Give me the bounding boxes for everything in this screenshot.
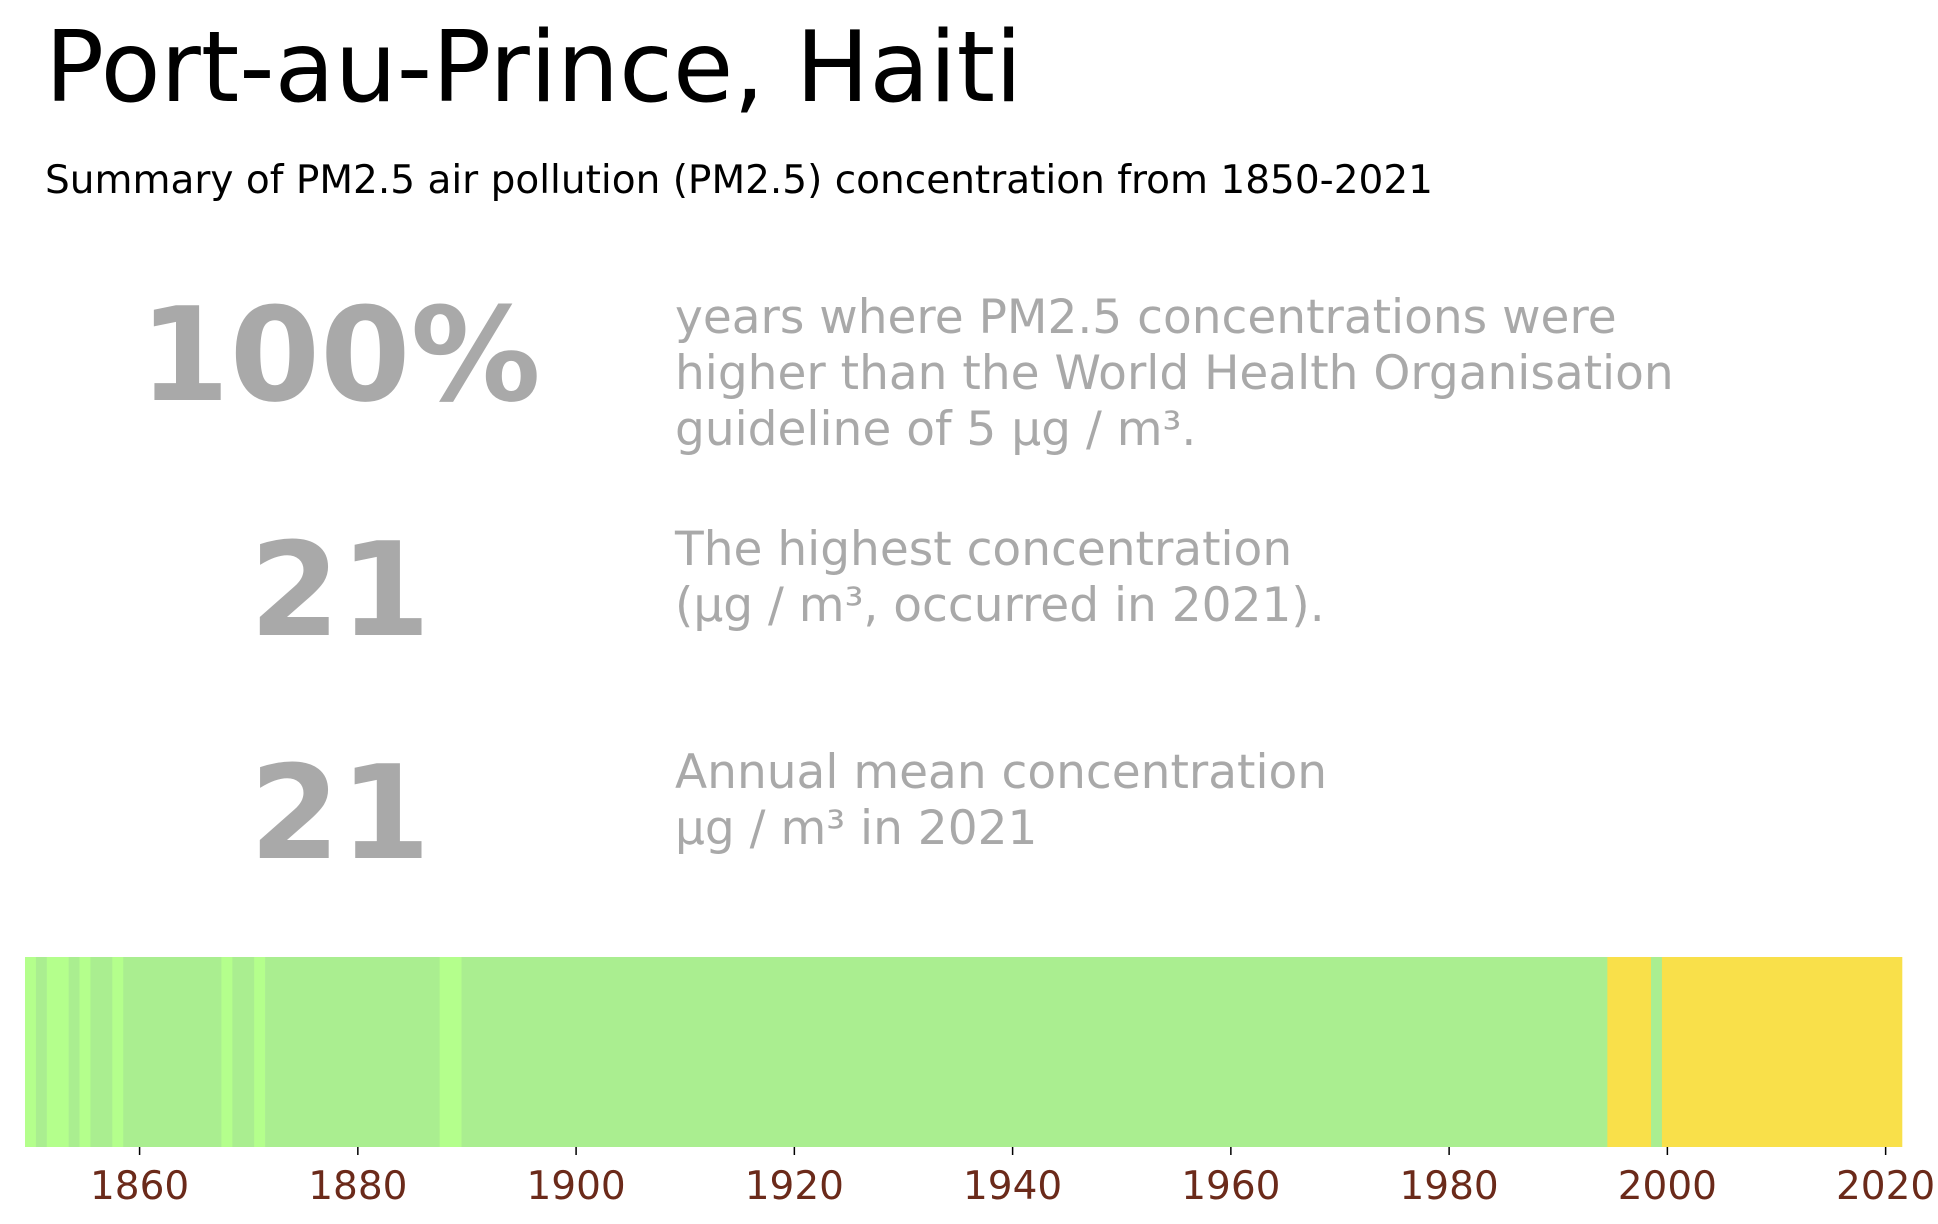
stripe-segment [68, 957, 80, 1147]
stat-value-exceedance: 100% [139, 279, 541, 431]
x-tick-label: 1940 [963, 1164, 1062, 1209]
x-tick-label: 1880 [308, 1164, 407, 1209]
x-tick-label: 1960 [1181, 1164, 1280, 1209]
stripe-segment [254, 957, 266, 1147]
x-tick-label: 1860 [90, 1164, 189, 1209]
stripe-segment [221, 957, 233, 1147]
stat-desc-line: Annual mean concentration [675, 745, 1328, 800]
stripe-segment [1651, 957, 1663, 1147]
stripe-segment [265, 957, 440, 1147]
stat-desc-line: µg / m³ in 2021 [675, 801, 1038, 856]
stripe-segment [123, 957, 222, 1147]
stripe-segment [232, 957, 255, 1147]
stripe-segment [35, 957, 48, 1147]
x-tick-label: 1980 [1399, 1164, 1498, 1209]
stat-value-mean: 21 [249, 737, 431, 889]
stat-desc-exceedance: years where PM2.5 concentrations were hi… [675, 290, 1674, 458]
page-subtitle: Summary of PM2.5 air pollution (PM2.5) c… [45, 158, 1433, 203]
stat-desc-line: higher than the World Health Organisatio… [675, 346, 1674, 401]
stripe-segment [439, 957, 462, 1147]
stripe-segment [46, 957, 69, 1147]
stat-desc-line: years where PM2.5 concentrations were [675, 290, 1617, 345]
stripe-segment [1661, 957, 1903, 1147]
x-tick-label: 1920 [745, 1164, 844, 1209]
stripe-segment [79, 957, 91, 1147]
stat-desc-mean: Annual mean concentration µg / m³ in 202… [675, 745, 1327, 857]
x-tick-label: 2020 [1836, 1164, 1935, 1209]
stat-desc-line: The highest concentration [675, 522, 1293, 577]
stripe-segment [1607, 957, 1652, 1147]
x-tick-label: 2000 [1618, 1164, 1717, 1209]
stat-value-highest: 21 [249, 514, 431, 666]
x-tick-label: 1900 [526, 1164, 625, 1209]
stat-desc-line: guideline of 5 µg / m³. [675, 402, 1197, 457]
stripe-segment [90, 957, 113, 1147]
page-title: Port-au-Prince, Haiti [45, 11, 1023, 125]
stripe-segment [461, 957, 1608, 1147]
stat-desc-line: (µg / m³, occurred in 2021). [675, 578, 1325, 633]
stat-desc-highest: The highest concentration (µg / m³, occu… [675, 522, 1325, 634]
stripe-segment [112, 957, 124, 1147]
stripe-segment [25, 957, 37, 1147]
